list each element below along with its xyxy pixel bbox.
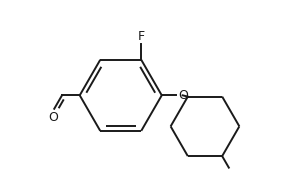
Text: O: O	[48, 112, 58, 124]
Text: O: O	[179, 89, 188, 102]
Text: F: F	[138, 30, 145, 43]
